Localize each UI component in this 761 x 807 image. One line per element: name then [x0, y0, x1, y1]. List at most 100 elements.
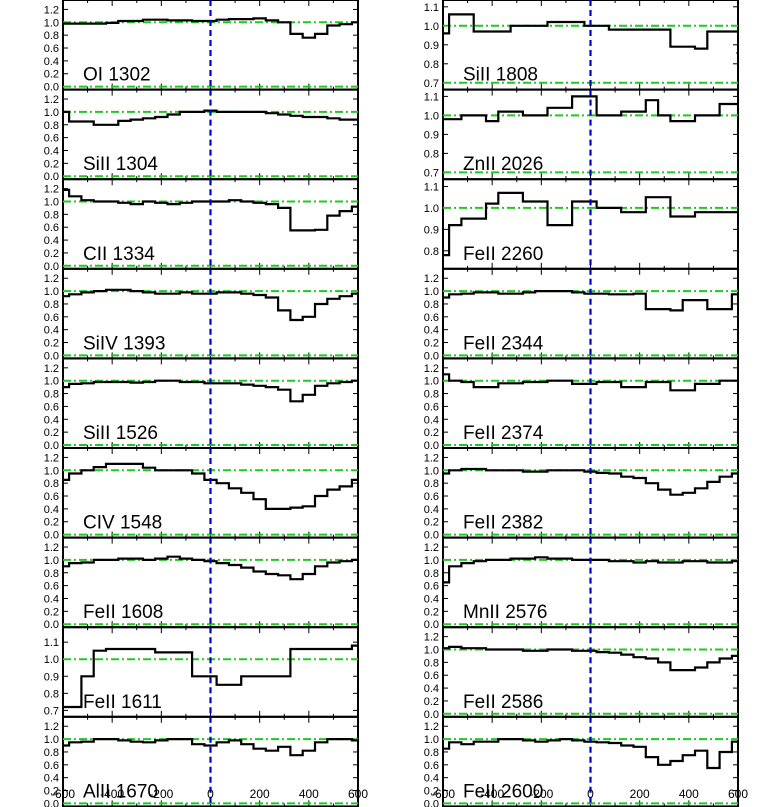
y-tick-label: 0.0 — [44, 530, 59, 542]
y-tick-label: 0.0 — [44, 440, 59, 452]
y-tick-label: 0.9 — [424, 40, 439, 52]
panel-civ-1548: 1.21.00.80.60.40.20.0 CIV 1548 — [44, 447, 359, 542]
y-tick-label: 0.6 — [44, 43, 59, 55]
ion-label: SiIV 1393 — [83, 333, 165, 354]
y-tick-label: 0.6 — [424, 581, 439, 593]
y-tick-label: 0.8 — [424, 148, 439, 160]
y-tick-label: 0.0 — [44, 261, 59, 273]
y-tick-label: 0.0 — [424, 619, 439, 631]
y-tick-label: 0.8 — [44, 688, 59, 700]
y-tick-label: 0.6 — [44, 312, 59, 324]
panel-mnii-2576: 1.21.00.80.60.40.20.0 MnII 2576 — [424, 536, 739, 631]
x-tick-label: 200 — [250, 787, 270, 801]
y-tick-label: 1.0 — [424, 376, 439, 388]
y-tick-label: 1.2 — [424, 452, 439, 464]
y-tick-label: 1.0 — [424, 286, 439, 298]
y-tick-label: 0.4 — [44, 56, 59, 68]
y-tick-label: 1.1 — [424, 181, 439, 193]
x-tick-label: -400 — [480, 787, 504, 801]
y-tick-label: 0.6 — [44, 401, 59, 413]
ion-label: FeII 1611 — [83, 692, 162, 713]
y-tick-label: 0.2 — [44, 606, 59, 618]
y-tick-label: 1.1 — [424, 91, 439, 103]
panel-feii-2600: 1.21.00.80.60.40.20.0 FeII 2600 — [424, 715, 739, 807]
y-tick-label: 0.8 — [424, 246, 439, 258]
y-tick-label: 0.8 — [424, 59, 439, 71]
y-tick-label: 0.8 — [44, 209, 59, 221]
y-tick-label: 1.2 — [424, 363, 439, 375]
panel-siii-1304: 1.21.00.80.60.40.20.0 SiII 1304 — [44, 88, 359, 183]
y-tick-label: 1.2 — [44, 4, 59, 16]
y-tick-label: 0.0 — [424, 530, 439, 542]
ion-label: CIV 1548 — [83, 513, 162, 534]
y-tick-label: 0.6 — [424, 491, 439, 503]
panel-alii-1670: 1.21.00.80.60.40.20.0 AlII 1670 — [44, 715, 359, 807]
y-tick-label: 1.2 — [44, 363, 59, 375]
panel-feii-2344: 1.21.00.80.60.40.20.0 FeII 2344 — [424, 267, 739, 362]
panel-feii-2260: 1.1 1.0 0.9 0.8 FeII 2260 — [424, 178, 739, 270]
y-tick-label: 0.8 — [424, 568, 439, 580]
y-tick-label: 0.0 — [424, 440, 439, 452]
y-tick-label: 0.6 — [44, 133, 59, 145]
x-tick-label: -200 — [529, 787, 553, 801]
y-tick-label: 1.2 — [424, 632, 439, 644]
y-tick-label: 1.0 — [424, 465, 439, 477]
y-tick-label: 0.8 — [424, 747, 439, 759]
x-tick-label: -400 — [100, 787, 124, 801]
y-tick-label: 1.0 — [424, 555, 439, 567]
y-tick-label: 1.0 — [44, 376, 59, 388]
y-tick-label: 0.8 — [44, 299, 59, 311]
y-tick-label: 0.2 — [424, 786, 439, 798]
panel-feii-1608: 1.21.00.80.60.40.20.0 FeII 1608 — [44, 536, 359, 631]
y-tick-label: 0.8 — [424, 389, 439, 401]
ion-label: MnII 2576 — [463, 602, 548, 623]
y-tick-label: 0.6 — [424, 312, 439, 324]
y-tick-label: 1.2 — [44, 721, 59, 733]
x-tick-label: -600 — [51, 787, 75, 801]
y-tick-label: 0.0 — [424, 709, 439, 721]
y-tick-label: 0.2 — [44, 786, 59, 798]
ion-label: CII 1334 — [83, 244, 155, 265]
y-tick-label: 0.7 — [44, 705, 59, 717]
y-tick-label: 1.0 — [424, 644, 439, 656]
flux-profile — [63, 736, 358, 757]
y-tick-label: 0.8 — [44, 389, 59, 401]
y-tick-label: 0.2 — [44, 427, 59, 439]
y-tick-label: 0.4 — [424, 683, 439, 695]
y-tick-label: 0.8 — [44, 568, 59, 580]
y-tick-label: 0.4 — [44, 414, 59, 426]
y-tick-label: 0.0 — [44, 82, 59, 94]
y-tick-label: 1.2 — [44, 184, 59, 196]
flux-profile — [63, 644, 358, 709]
y-tick-label: 0.4 — [44, 773, 59, 785]
column-2: 1.1 1.0 0.9 0.8 0.7 SiII 1808 1.1 1.0 0.9 0.8 0.7 Z… — [424, 0, 748, 807]
y-tick-label: 1.0 — [44, 196, 59, 208]
flux-profile — [63, 17, 358, 39]
y-tick-label: 1.2 — [44, 452, 59, 464]
y-tick-label: 0.2 — [44, 248, 59, 260]
y-tick-label: 0.8 — [44, 747, 59, 759]
flux-profile — [63, 109, 358, 126]
y-tick-label: 0.9 — [424, 224, 439, 236]
flux-profile — [443, 556, 738, 584]
panel-feii-1611: 1.1 1.0 0.9 0.8 0.7 FeII 1611 — [44, 626, 359, 718]
flux-profile — [443, 455, 738, 496]
x-tick-label: 0 — [207, 787, 214, 801]
flux-profile — [63, 288, 358, 322]
flux-profile — [443, 645, 738, 672]
y-tick-label: 0.8 — [424, 657, 439, 669]
y-tick-label: 1.0 — [44, 734, 59, 746]
ion-label: SiII 1808 — [463, 65, 538, 86]
panel-feii-2382: 1.21.00.80.60.40.20.0 FeII 2382 — [424, 447, 739, 542]
y-tick-label: 0.6 — [424, 401, 439, 413]
y-tick-label: 1.0 — [44, 286, 59, 298]
column-1: 1.21.00.80.60.40.20.0OI 13021.21.00.80.6… — [44, 0, 368, 807]
ion-label: FeII 1608 — [83, 602, 163, 623]
y-tick-label: 0.8 — [424, 299, 439, 311]
flux-profile — [443, 179, 738, 257]
y-tick-label: 1.0 — [424, 21, 439, 33]
flux-profile — [63, 462, 358, 510]
y-tick-label: 0.2 — [424, 696, 439, 708]
y-tick-label: 1.0 — [424, 203, 439, 215]
